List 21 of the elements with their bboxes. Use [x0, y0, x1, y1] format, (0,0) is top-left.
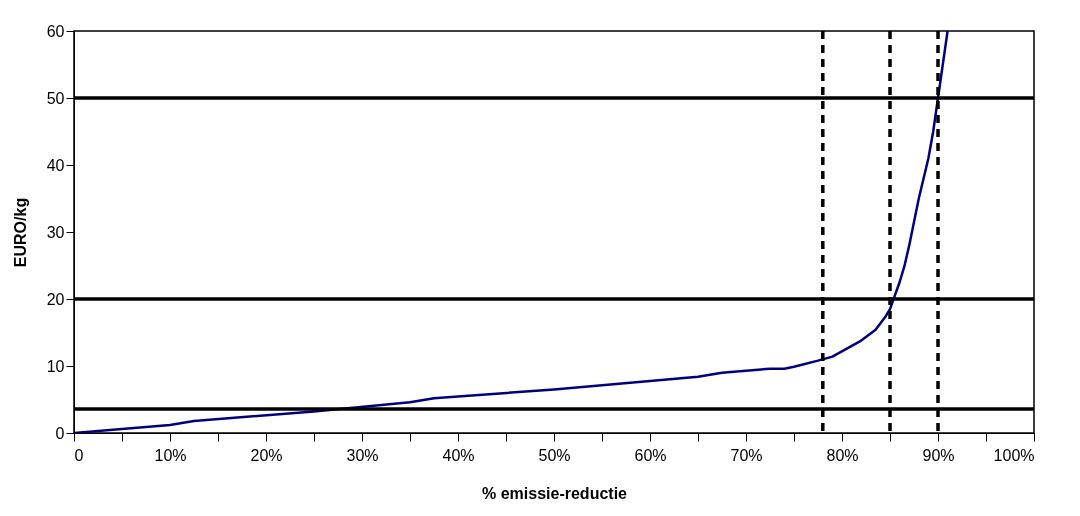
- y-tick-label: 10: [46, 357, 65, 375]
- x-tick-label: 20%: [250, 446, 283, 464]
- x-tick-label: 30%: [346, 446, 379, 464]
- y-axis-title: EURO/kg: [11, 197, 29, 268]
- x-tick-label: 70%: [730, 446, 763, 464]
- x-tick-label: 0: [74, 446, 84, 464]
- y-tick-label: 60: [46, 22, 65, 40]
- x-tick-label: 80%: [826, 446, 859, 464]
- y-tick-label: 30: [46, 223, 65, 241]
- x-tick-label: 90%: [922, 446, 955, 464]
- y-tick-label: 0: [55, 424, 65, 442]
- x-tick-label: 50%: [538, 446, 571, 464]
- y-tick-label: 20: [46, 290, 65, 308]
- y-tick-label: 50: [46, 89, 65, 107]
- x-tick-label: 100%: [993, 446, 1035, 464]
- x-tick-label: 60%: [634, 446, 667, 464]
- y-tick-label: 40: [46, 156, 65, 174]
- x-tick-label: 10%: [154, 446, 187, 464]
- line-series: [74, 31, 949, 433]
- x-tick-label: 40%: [442, 446, 475, 464]
- x-axis-title: % emissie-reductie: [482, 484, 628, 502]
